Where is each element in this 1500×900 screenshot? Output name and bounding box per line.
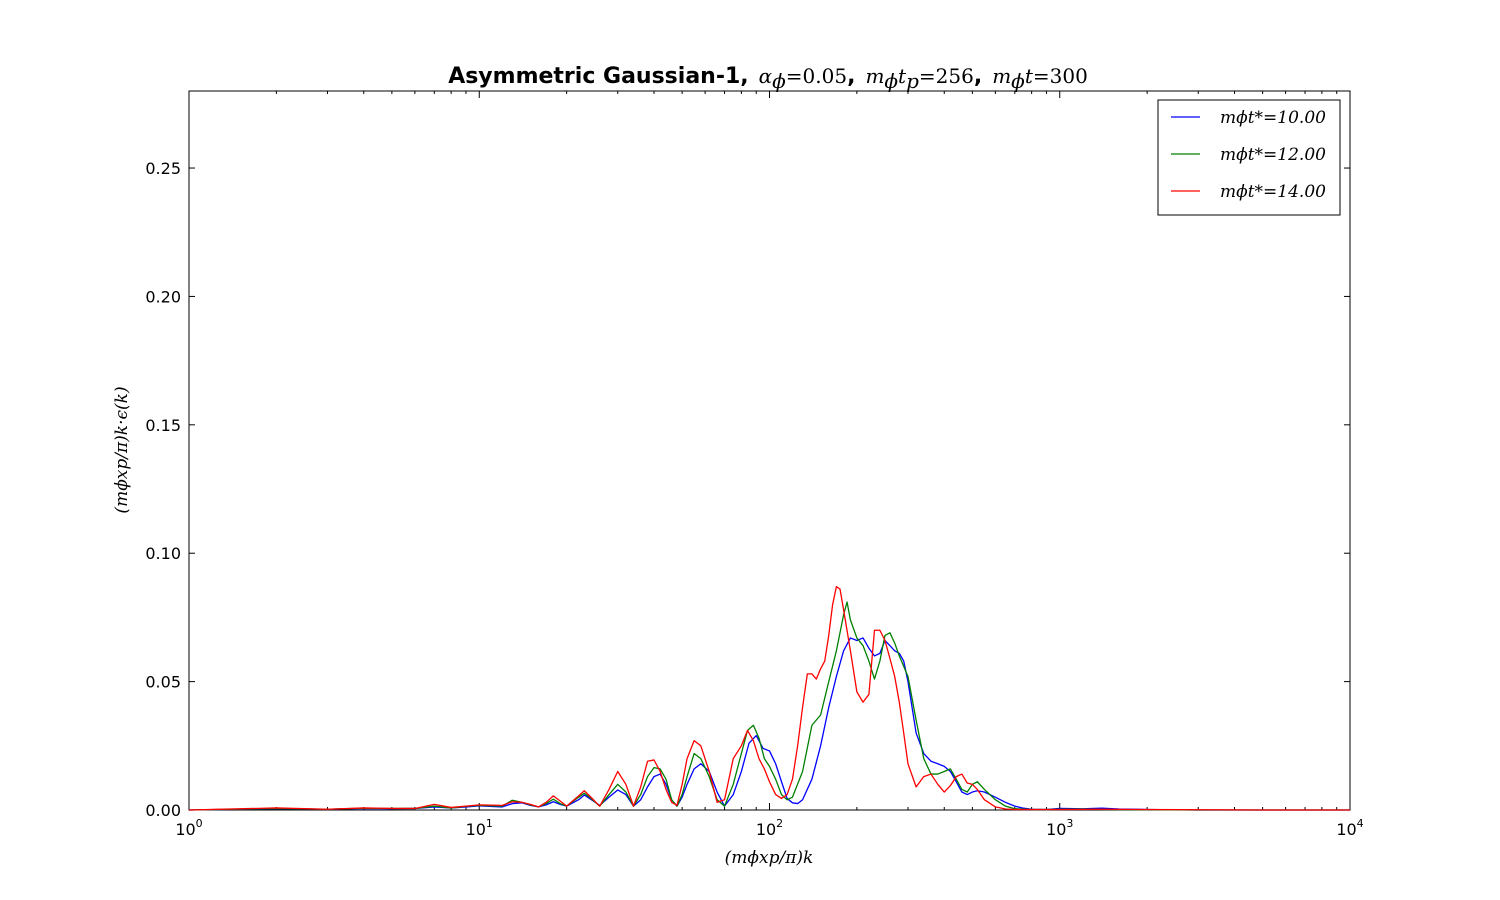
x-tick-label: 101 bbox=[466, 817, 493, 839]
y-tick-label: 0.20 bbox=[145, 287, 181, 306]
chart-title: Asymmetric Gaussian-1, αϕ=0.05, mϕtp=256… bbox=[448, 64, 1088, 93]
legend-label-3: mϕt*=14.00 bbox=[1220, 182, 1326, 202]
series-lines bbox=[188, 585, 1350, 811]
series-line-3 bbox=[188, 585, 1350, 811]
axis-ticks: 0.00 0.05 0.10 0.15 0.20 0.25 100 101 102 103 104 bbox=[145, 91, 1364, 839]
y-tick-label: 0.15 bbox=[145, 416, 181, 435]
x-tick-label: 100 bbox=[175, 817, 202, 839]
y-tick-label: 0.05 bbox=[145, 673, 181, 692]
legend: mϕt*=10.00 mϕt*=12.00 mϕt*=14.00 bbox=[1157, 99, 1341, 216]
legend-label-2: mϕt*=12.00 bbox=[1220, 145, 1326, 165]
y-tick-label: 0.10 bbox=[145, 544, 181, 563]
y-tick-label: 0.25 bbox=[145, 159, 181, 178]
y-tick-label: 0.00 bbox=[145, 801, 181, 820]
legend-label-1: mϕt*=10.00 bbox=[1220, 108, 1326, 128]
x-tick-label: 102 bbox=[756, 817, 783, 839]
series-line-1 bbox=[188, 637, 1350, 811]
y-axis-label: (mϕxp/π)k·ϵ(k) bbox=[112, 386, 132, 513]
legend-box bbox=[1157, 99, 1341, 216]
x-tick-label: 103 bbox=[1046, 817, 1073, 839]
x-axis-label: (mϕxp/π)k bbox=[725, 848, 814, 868]
x-tick-label: 104 bbox=[1336, 817, 1363, 839]
series-line-2 bbox=[188, 601, 1350, 811]
